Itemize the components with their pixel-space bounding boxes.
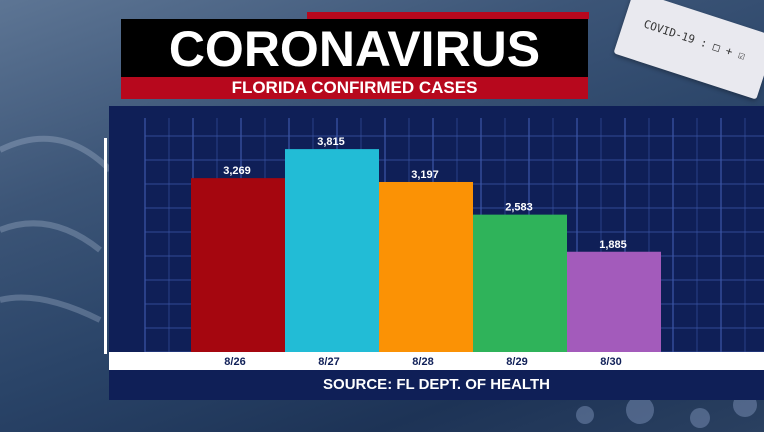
headline-subtitle: FLORIDA CONFIRMED CASES	[121, 77, 588, 99]
test-card-label: COVID-19 : □ + ☑	[642, 17, 747, 63]
value-label: 3,269	[223, 165, 251, 177]
bar-8-30	[567, 251, 661, 352]
bar-8-28	[379, 181, 473, 352]
bar-8-29	[473, 214, 567, 352]
value-labels: 3,269 3,815 3,197 2,583 1,885	[223, 136, 627, 251]
x-axis-band	[109, 352, 764, 370]
category-label: 8/30	[600, 356, 621, 368]
source-caption: SOURCE: FL DEPT. OF HEALTH	[323, 376, 550, 393]
category-labels: 8/26 8/27 8/28 8/29 8/30	[224, 356, 621, 368]
value-label: 3,197	[411, 169, 439, 181]
value-label: 3,815	[317, 136, 345, 148]
bar-8-26	[191, 178, 285, 352]
category-label: 8/28	[412, 356, 433, 368]
category-label: 8/27	[318, 356, 339, 368]
category-label: 8/26	[224, 356, 245, 368]
panel-edge-divider	[104, 138, 107, 354]
headline-title: CORONAVIRUS	[121, 19, 588, 77]
bar-8-27	[285, 149, 379, 352]
value-label: 1,885	[599, 239, 627, 251]
value-label: 2,583	[505, 202, 533, 214]
bars	[191, 149, 661, 352]
title-accent-stripe	[307, 12, 589, 19]
category-label: 8/29	[506, 356, 527, 368]
